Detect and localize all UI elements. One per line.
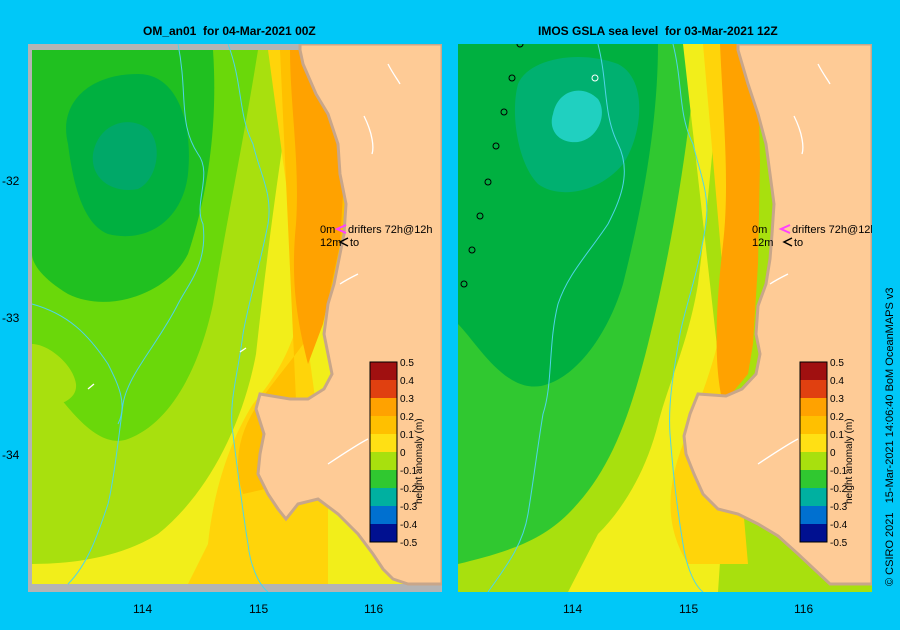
drifter-position-circle [591,74,599,82]
anomaly-fill-cyan [551,90,602,143]
lat-tick-label: -33 [2,311,20,325]
colorbar-tick: 0.2 [830,412,844,423]
colorbar-tick: 0.5 [400,358,414,369]
isobath-line [31,303,123,425]
colorbar [799,361,828,543]
credit-line: © CSIRO 2021 15-Mar-2021 14:06:40 BoM Oc… [884,287,896,586]
colorbar-tick: -0.1 [400,466,418,477]
lon-tick-label: 114 [133,602,153,616]
legend-to: to [350,237,359,249]
left-panel-title: OM_an01 for 04-Mar-2021 00Z [143,24,316,38]
right-panel-title: IMOS GSLA sea level for 03-Mar-2021 12Z [538,24,778,38]
colorbar-label: height anomaly (m) [844,418,855,504]
lon-tick-label: 115 [249,602,269,616]
drifter-position-circle [492,142,500,150]
anomaly-fill-orange [716,44,760,404]
legend-drifters: drifters 72h@12h [792,224,872,236]
isobath-line [227,44,270,592]
colorbar-tick: -0.4 [830,520,848,531]
legend-12m: 12m [752,237,773,249]
colorbar-tick: 0.4 [400,376,414,387]
drifter-position-circle [476,212,484,220]
isobath-line [669,44,708,592]
drifter-track [817,63,831,85]
colorbar-tick: 0.3 [830,394,844,405]
drifter-mark-magenta [334,224,347,234]
anomaly-fill-light-green-pocket [32,344,77,406]
isobath-line [487,44,625,592]
drifter-mark-magenta [778,224,791,234]
colorbar-tick: 0.4 [830,376,844,387]
drifter-track [239,347,247,353]
drifter-track [757,438,799,465]
drifter-position-circle [460,280,468,288]
colorbar-tick: -0.3 [400,502,418,513]
isobath-line [67,44,205,585]
lon-tick-label: 114 [563,602,583,616]
drifter-track [339,273,359,285]
colorbar-tick: -0.2 [400,484,418,495]
drifter-mark-black [338,237,349,247]
lon-tick-label: 116 [364,602,384,616]
colorbar-tick: 0 [400,448,406,459]
colorbar-tick: -0.3 [830,502,848,513]
drifter-track [793,115,804,155]
legend-12m: 12m [320,237,341,249]
lat-tick-label: -32 [2,174,20,188]
lon-tick-label: 116 [794,602,814,616]
drifter-track [363,115,374,155]
colorbar-tick: -0.2 [830,484,848,495]
colorbar-tick: 0.1 [400,430,414,441]
colorbar-tick: 0.3 [400,394,414,405]
drifter-position-circle [500,108,508,116]
drifter-position-circle [484,178,492,186]
legend-0m: 0m [320,224,335,236]
anomaly-fill-green-4 [92,122,157,190]
drifter-position-circle [468,246,476,254]
legend-to: to [794,237,803,249]
drifter-mark-black [782,237,793,247]
legend-0m: 0m [752,224,767,236]
left-map: 0m drifters 72h@12h 12m to 0.5 0.4 0.3 0… [28,44,442,592]
drifter-track [387,63,401,85]
colorbar-tick: -0.1 [830,466,848,477]
colorbar [369,361,398,543]
legend-drifters: drifters 72h@12h [348,224,433,236]
colorbar-tick: 0.5 [830,358,844,369]
colorbar-tick: 0.1 [830,430,844,441]
lat-tick-label: -34 [2,448,20,462]
drifter-track [87,383,95,390]
colorbar-label: height anomaly (m) [414,418,425,504]
colorbar-tick: 0.2 [400,412,414,423]
drifter-position-circle [516,44,524,48]
colorbar-tick: -0.5 [400,538,418,549]
drifter-position-circle [508,74,516,82]
colorbar-tick: -0.5 [830,538,848,549]
right-map: 0m drifters 72h@12h 12m to 0.5 0.4 0.3 0… [458,44,872,592]
drifter-track [327,438,369,465]
drifter-track [769,273,789,285]
lon-tick-label: 115 [679,602,699,616]
colorbar-tick: 0 [830,448,836,459]
colorbar-tick: -0.4 [400,520,418,531]
